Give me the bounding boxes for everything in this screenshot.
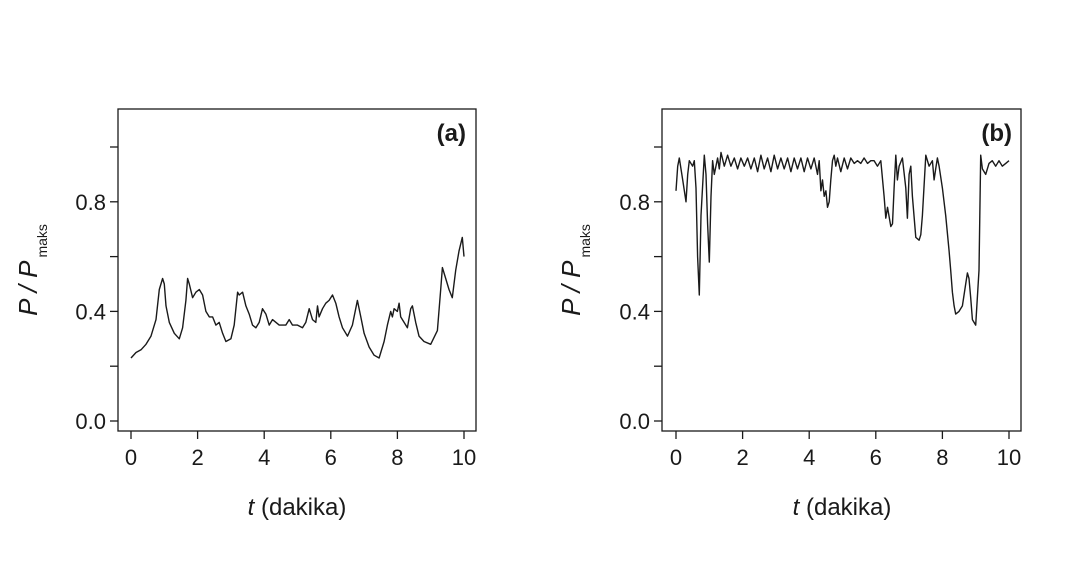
x-axis-label-var: t [793, 494, 801, 521]
x-axis-label: t (dakika) [793, 494, 892, 521]
plot-frame [661, 108, 1022, 432]
x-axis-label-unit: (dakika) [254, 494, 346, 521]
svg-text:P / Pmaks: P / P maks [13, 224, 50, 316]
x-tick-label: 10 [997, 445, 1021, 470]
y-axis-label-main: P / P [13, 260, 43, 316]
y-axis-label-sub: maks [577, 224, 593, 257]
y-tick-label: 0.4 [75, 299, 106, 324]
y-tick-label: 0.8 [619, 190, 650, 215]
y-axis: 0.0 0.4 0.8 [619, 146, 662, 434]
y-axis-label-main: P / P [556, 260, 586, 316]
series-line [675, 151, 1010, 326]
svg-text:P / Pmaks: P / P maks [556, 224, 593, 316]
panel-label: (a) [437, 120, 466, 147]
x-axis-label-unit: (dakika) [799, 494, 891, 521]
x-tick-label: 4 [803, 445, 815, 470]
x-axis: 0 2 4 6 8 10 [125, 431, 476, 470]
panel-label: (b) [981, 120, 1012, 147]
series-line [130, 236, 465, 359]
y-axis-label: P / P maks [556, 224, 593, 316]
chart-panel-b: 0 2 4 6 8 10 0.0 0.4 0.8 (b) t (dakika) P / Pma… [556, 108, 1022, 521]
y-tick-label: 0.4 [619, 299, 650, 324]
x-axis: 0 2 4 6 8 10 [670, 431, 1021, 470]
y-tick-label: 0.8 [75, 190, 106, 215]
x-tick-label: 8 [391, 445, 403, 470]
x-tick-label: 2 [736, 445, 748, 470]
y-tick-label: 0.0 [75, 409, 106, 434]
x-tick-label: 2 [191, 445, 203, 470]
y-axis: 0.0 0.4 0.8 [75, 146, 118, 434]
x-tick-label: 0 [125, 445, 137, 470]
y-axis-label-sub: maks [34, 224, 50, 257]
x-tick-label: 10 [452, 445, 476, 470]
x-axis-label: t (dakika) [248, 494, 347, 521]
y-axis-label: P / P maks [13, 224, 50, 316]
x-tick-label: 8 [936, 445, 948, 470]
plot-frame [117, 108, 477, 432]
x-axis-label-var: t [248, 494, 256, 521]
x-tick-label: 6 [870, 445, 882, 470]
y-tick-label: 0.0 [619, 409, 650, 434]
x-tick-label: 0 [670, 445, 682, 470]
chart-panel-a: 0 2 4 6 8 10 0.0 0.4 0.8 (a) t (dakika) P / Pma… [13, 108, 477, 521]
x-tick-label: 6 [325, 445, 337, 470]
x-tick-label: 4 [258, 445, 270, 470]
